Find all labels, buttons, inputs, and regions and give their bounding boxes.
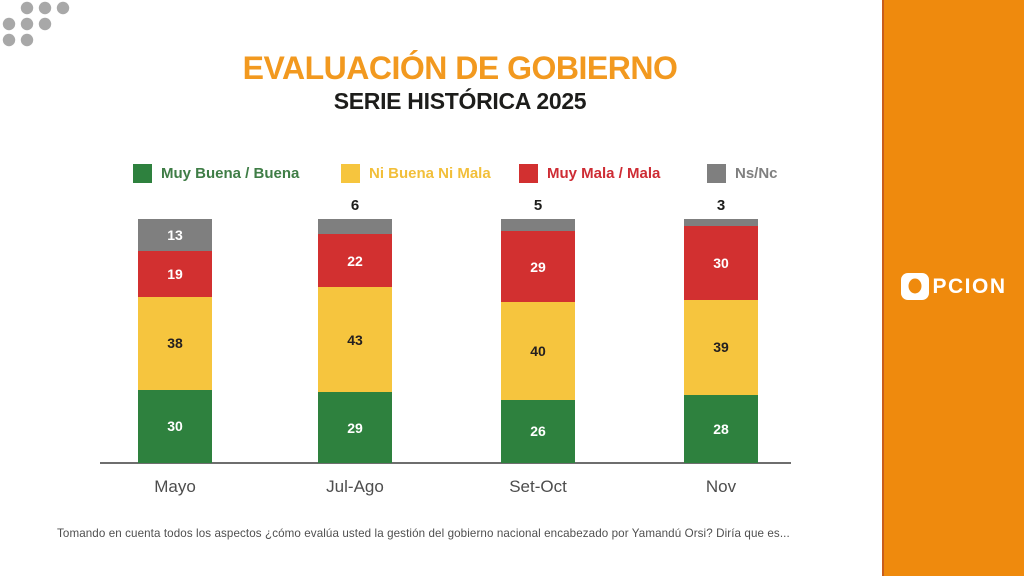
bar-segment-muy-mala-mala: 22 xyxy=(318,233,392,288)
legend-label: Muy Buena / Buena xyxy=(161,164,300,182)
segment-value-label: 29 xyxy=(347,419,363,436)
legend-item-ni-buena-ni-mala: Ni Buena Ni Mala xyxy=(341,162,491,184)
segment-value-label: 29 xyxy=(530,258,546,275)
segment-value-label-above: 3 xyxy=(716,197,726,214)
legend-swatch-icon xyxy=(341,163,360,183)
survey-question: Tomando en cuenta todos los aspectos ¿có… xyxy=(57,527,790,540)
segment-value-label: 28 xyxy=(713,420,729,437)
brand-sidebar: PCION xyxy=(882,0,1024,576)
bar-segment-muy-buena-buena: 30 xyxy=(138,389,212,463)
legend-item-muy-buena-buena: Muy Buena / Buena xyxy=(133,162,299,184)
segment-value-label: 13 xyxy=(167,226,183,243)
opcion-logo-o-icon xyxy=(901,272,930,300)
bar-segment-muy-buena-buena: 26 xyxy=(501,399,575,463)
x-axis-label-jul-ago: Jul-Ago xyxy=(326,477,384,496)
opcion-logo-text: PCION xyxy=(932,274,1007,298)
legend-swatch-icon xyxy=(519,163,538,183)
report-header: EVALUACIÓN DE GOBIERNO SERIE HISTÓRICA 2… xyxy=(100,50,820,115)
segment-value-label: 40 xyxy=(530,342,546,359)
chart-legend: Muy Buena / Buena Ni Buena Ni Mala Muy Mal… xyxy=(0,162,882,186)
segment-value-label-above: 5 xyxy=(533,197,543,214)
segment-value-label: 30 xyxy=(713,254,729,271)
bar-segment-muy-mala-mala: 29 xyxy=(501,231,575,302)
bar-segment-ni-buena-ni-mala: 43 xyxy=(318,287,392,393)
page-title: EVALUACIÓN DE GOBIERNO xyxy=(242,50,678,86)
segment-value-label: 26 xyxy=(530,423,546,440)
bar-segment-ns-nc xyxy=(684,219,758,227)
stacked-bar-chart: 30 38 19 13 Mayo 29 43 22 6 Jul-Ago 26 40 29 5 Set-Oct… xyxy=(100,190,791,496)
x-axis-label-nov: Nov xyxy=(705,477,737,496)
bar-segment-muy-mala-mala: 19 xyxy=(138,250,212,298)
bar-segment-ni-buena-ni-mala: 40 xyxy=(501,301,575,400)
segment-value-label: 43 xyxy=(347,331,363,348)
bar-segment-muy-mala-mala: 30 xyxy=(684,226,758,300)
legend-item-ns-nc: Ns/Nc xyxy=(707,162,778,184)
segment-value-label: 39 xyxy=(713,339,729,356)
bar-segment-muy-buena-buena: 28 xyxy=(684,394,758,463)
legend-label: Muy Mala / Mala xyxy=(547,164,661,182)
legend-item-muy-mala-mala: Muy Mala / Mala xyxy=(519,162,660,184)
bar-segment-ni-buena-ni-mala: 38 xyxy=(138,297,212,390)
x-axis-line xyxy=(100,462,791,464)
bar-segment-muy-buena-buena: 29 xyxy=(318,392,392,463)
page-subtitle: SERIE HISTÓRICA 2025 xyxy=(333,87,587,114)
segment-value-label-above: 6 xyxy=(350,197,360,214)
bar-segment-ns-nc xyxy=(501,219,575,232)
bar-segment-ns-nc xyxy=(318,219,392,234)
segment-value-label: 22 xyxy=(347,252,363,269)
x-axis-label-set-oct: Set-Oct xyxy=(509,477,567,496)
bar-segment-ni-buena-ni-mala: 39 xyxy=(684,299,758,395)
x-axis-label-mayo: Mayo xyxy=(154,477,196,496)
bar-segment-ns-nc: 13 xyxy=(138,219,212,251)
dots-decoration-icon xyxy=(2,1,70,47)
legend-swatch-icon xyxy=(133,163,152,183)
legend-label: Ns/Nc xyxy=(735,164,778,182)
segment-value-label: 38 xyxy=(167,335,183,352)
segment-value-label: 30 xyxy=(167,418,183,435)
opcion-logo: PCION xyxy=(884,271,1024,301)
legend-swatch-icon xyxy=(707,163,726,183)
segment-value-label: 19 xyxy=(167,265,183,282)
legend-label: Ni Buena Ni Mala xyxy=(369,164,491,182)
